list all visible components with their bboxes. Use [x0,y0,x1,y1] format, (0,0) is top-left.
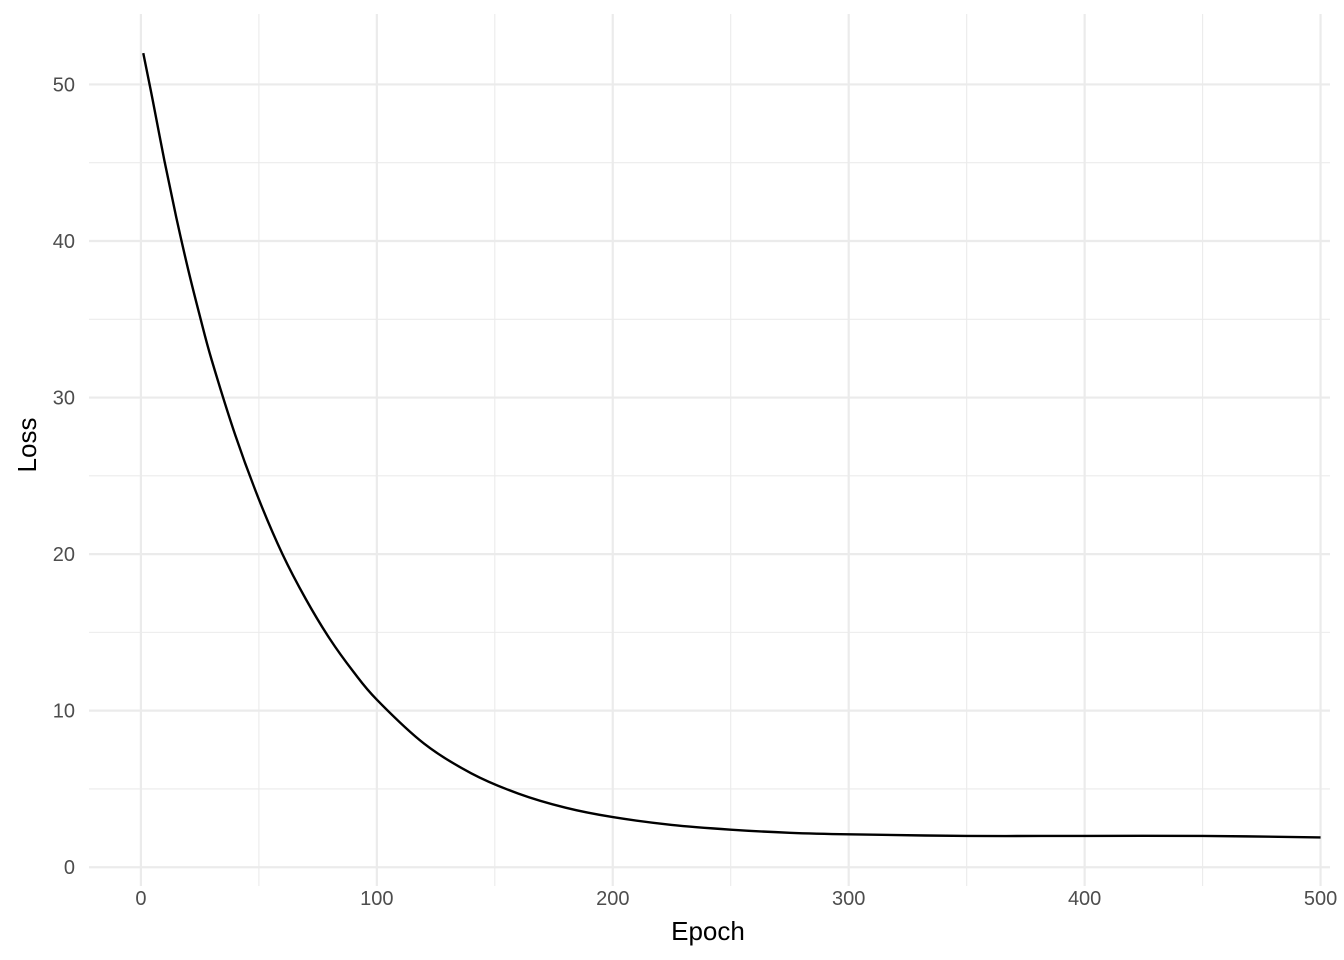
y-axis-ticks: 0 10 20 30 40 50 [53,74,75,879]
y-tick-label: 40 [53,231,75,253]
x-tick-label: 200 [596,888,629,910]
y-tick-label: 0 [64,857,75,879]
y-tick-label: 20 [53,544,75,566]
x-tick-label: 400 [1068,888,1101,910]
minor-gridlines [89,14,1330,886]
x-axis-title: Epoch [671,916,745,946]
series-layer [142,52,1321,839]
y-tick-label: 30 [53,388,75,410]
major-gridlines [89,14,1330,886]
x-tick-label: 500 [1304,888,1337,910]
y-tick-label: 50 [53,74,75,96]
y-tick-label: 10 [53,701,75,723]
x-tick-label: 100 [360,888,393,910]
x-tick-label: 0 [135,888,146,910]
loss-series-line [142,52,1321,839]
x-axis-ticks: 0 100 200 300 400 500 [135,888,1337,910]
x-tick-label: 300 [832,888,865,910]
y-axis-title: Loss [12,418,42,473]
